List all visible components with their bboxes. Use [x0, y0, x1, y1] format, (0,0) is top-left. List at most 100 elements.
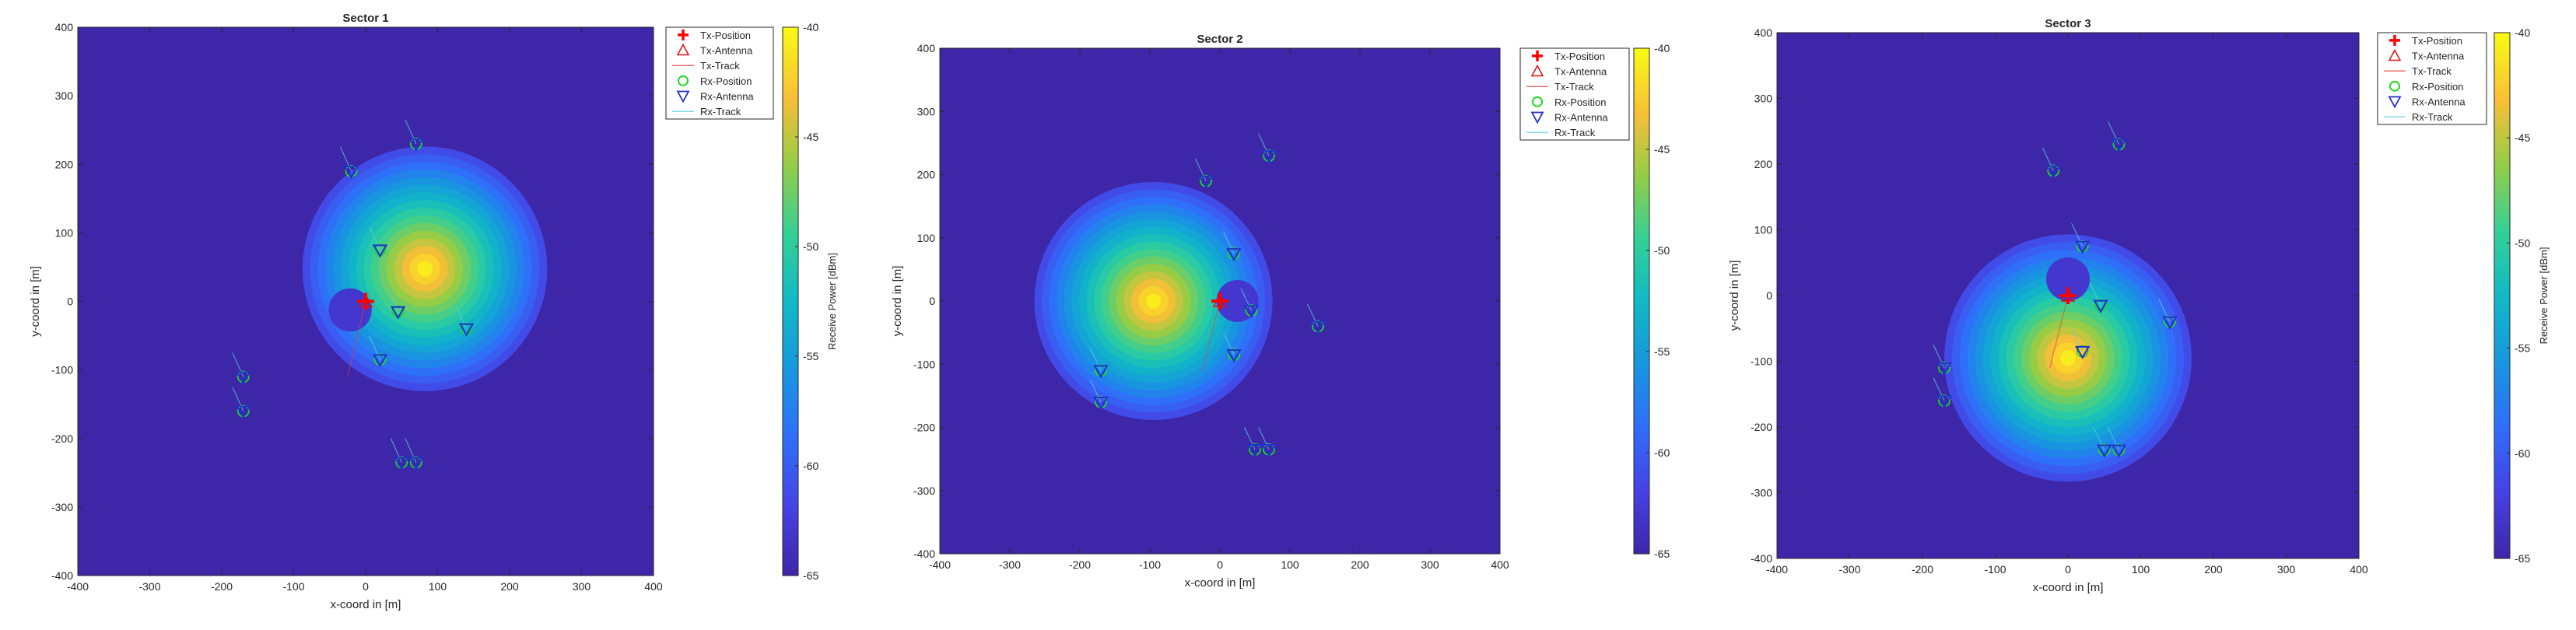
y-tick-label: 200 — [55, 158, 74, 170]
x-tick-label: -100 — [282, 580, 304, 593]
tx-position-marker — [2059, 287, 2077, 304]
legend-entry: Tx-Antenna — [2412, 51, 2465, 62]
rx-antenna-marker — [1198, 175, 1214, 189]
tx-position-marker — [357, 292, 374, 310]
legend-tx-position-icon — [2389, 34, 2400, 46]
coverage-notch — [2045, 257, 2091, 301]
x-tick-label: 400 — [644, 580, 663, 593]
coverage-ring — [2060, 350, 2076, 366]
x-tick-label: 400 — [2350, 563, 2368, 576]
rx-track — [1307, 303, 1319, 327]
y-axis-label: y-coord in [m] — [29, 266, 42, 337]
colorbar-tick-label: -60 — [803, 460, 818, 472]
chart-title: Sector 2 — [1197, 33, 1242, 46]
x-tick-label: -100 — [1139, 558, 1161, 571]
rx-antenna-marker — [1261, 443, 1277, 457]
legend-entry: Tx-Position — [700, 30, 751, 41]
legend-entry: Tx-Track — [700, 60, 740, 72]
x-tick-label: -100 — [1984, 563, 2006, 576]
x-tick-label: -200 — [1069, 558, 1091, 571]
rx-track — [2042, 147, 2054, 171]
rx-antenna-marker — [2162, 316, 2178, 330]
x-tick-label: -200 — [1912, 563, 1933, 576]
legend-rx-antenna-icon — [2388, 96, 2402, 109]
x-tick-label: -300 — [138, 580, 160, 593]
colorbar-tick-label: -50 — [2515, 236, 2530, 249]
y-tick-label: 100 — [917, 232, 936, 244]
y-tick-label: -400 — [913, 548, 935, 560]
chart-panel-3: -400 -300 -200 -100 0 100 200 300 400-400-300-20… — [1728, 17, 2550, 594]
y-tick-label: -100 — [1751, 355, 1772, 368]
rx-antenna-marker — [458, 323, 475, 337]
rx-antenna-marker — [2074, 240, 2091, 254]
coverage-lobe — [1944, 234, 2192, 482]
rx-antenna-marker — [1093, 365, 1109, 379]
rx-antenna-marker — [1226, 248, 1242, 262]
rx-track — [1240, 288, 1252, 311]
legend-tx-antenna-icon — [676, 43, 690, 56]
legend-tx-antenna-icon — [1530, 64, 1544, 77]
legend-entry: Rx-Position — [700, 75, 752, 87]
x-tick-label: 300 — [1421, 558, 1439, 571]
coverage-lobe — [302, 146, 548, 391]
colorbar-tick-label: -65 — [2515, 552, 2530, 565]
x-tick-label: 100 — [1281, 558, 1299, 571]
legend-entry: Tx-Track — [1554, 81, 1594, 93]
rx-antenna-marker — [1261, 150, 1277, 164]
legend-entry: Tx-Antenna — [1554, 66, 1607, 78]
x-tick-label: 300 — [573, 580, 591, 593]
y-tick-label: 400 — [1754, 26, 1773, 39]
legend-rx-antenna-icon — [1530, 111, 1544, 124]
x-tick-label: 300 — [2277, 563, 2296, 576]
y-tick-label: 300 — [55, 89, 74, 102]
colorbar-label: Receive Power [dBm] — [826, 253, 838, 350]
coverage-ring — [417, 261, 433, 277]
legend-box — [665, 26, 774, 120]
y-axis-label: y-coord in [m] — [891, 266, 904, 337]
legend-tx-position-icon — [678, 29, 689, 40]
x-tick-label: -300 — [999, 558, 1021, 571]
x-tick-label: 0 — [363, 580, 369, 593]
colorbar-tick-label: -55 — [803, 350, 818, 362]
tx-position-marker — [1211, 292, 1228, 310]
y-tick-label: 400 — [55, 21, 74, 33]
y-tick-label: -200 — [1751, 421, 1772, 433]
rx-antenna-marker — [390, 306, 406, 320]
legend-entry: Rx-Position — [1554, 96, 1606, 108]
rx-antenna-marker — [408, 457, 424, 471]
x-tick-label: 100 — [429, 580, 447, 593]
colorbar — [782, 26, 799, 576]
rx-antenna-marker — [2111, 138, 2127, 152]
rx-track — [2071, 222, 2084, 247]
colorbar-tick-label: -45 — [803, 131, 818, 143]
y-tick-label: 200 — [917, 169, 936, 181]
legend-box — [1519, 47, 1630, 141]
x-tick-label: -400 — [1766, 563, 1788, 576]
x-tick-label: -300 — [1838, 563, 1860, 576]
rx-track — [1258, 133, 1270, 156]
rx-track — [2093, 426, 2105, 450]
x-tick-label: 400 — [1491, 558, 1509, 571]
legend-entry: Tx-Position — [2412, 35, 2462, 47]
rx-antenna-marker — [408, 138, 424, 152]
colorbar-tick-label: -50 — [1654, 244, 1670, 257]
x-axis-label: x-coord in [m] — [1185, 576, 1256, 590]
tx-track — [1202, 300, 1221, 371]
rx-track — [2071, 328, 2084, 352]
colorbar — [2494, 32, 2511, 559]
colorbar-tick-label: -55 — [2515, 342, 2530, 355]
rx-track — [2158, 299, 2171, 323]
y-tick-label: 0 — [67, 296, 73, 308]
x-axis-label: x-coord in [m] — [2033, 581, 2104, 594]
y-tick-label: -400 — [51, 569, 73, 582]
legend-entry: Tx-Position — [1554, 51, 1605, 62]
rx-track — [1090, 380, 1102, 403]
x-tick-label: 200 — [1351, 558, 1369, 571]
rx-track — [2107, 121, 2119, 145]
coverage-ring — [1145, 293, 1162, 309]
y-tick-label: 400 — [917, 42, 936, 54]
rx-track — [1090, 348, 1102, 371]
y-tick-label: -300 — [51, 501, 73, 513]
legend-entry: Tx-Track — [2412, 65, 2452, 77]
